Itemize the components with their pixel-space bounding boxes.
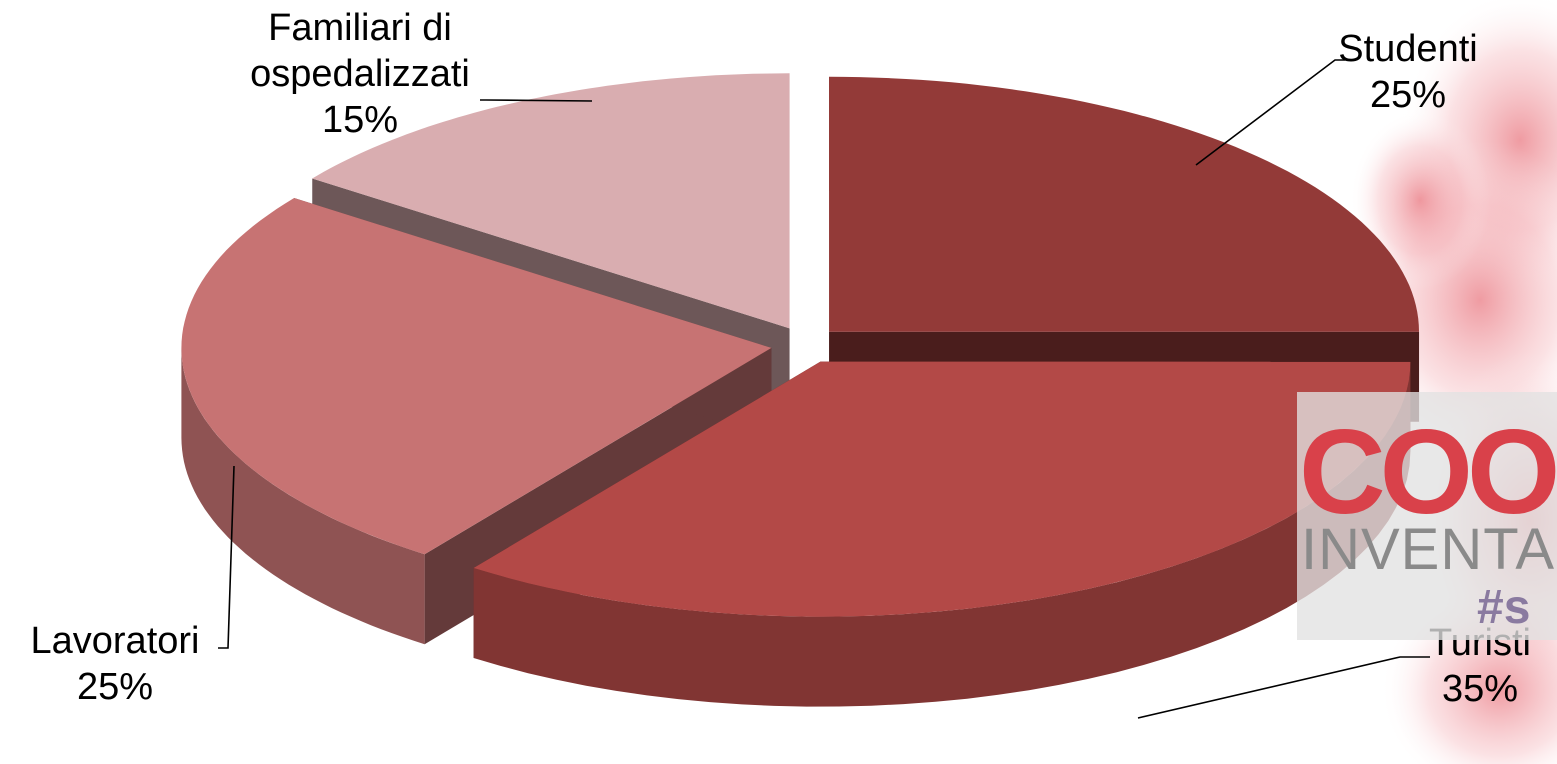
- slice-percent: 25%: [1369, 74, 1447, 116]
- pie-slice-turisti: [473, 361, 1411, 707]
- slice-name-line-2: ospedalizzati: [250, 53, 470, 95]
- watermark-mark: COO: [1299, 405, 1557, 539]
- leader-lines: [218, 59, 1430, 719]
- watermark-hash: #s: [1477, 581, 1531, 634]
- watermark-logo: COO INVENTA #s: [1297, 392, 1557, 640]
- slice-name: Lavoratori: [30, 620, 200, 662]
- slice-percent: 15%: [321, 99, 399, 141]
- slice-label-familiari: Familiari di ospedalizzati 15%: [230, 5, 490, 143]
- leader-turisti: [1137, 656, 1430, 719]
- slice-top-face: [312, 73, 790, 329]
- slice-name-line-1: Familiari di: [268, 7, 452, 49]
- slice-top-face: [181, 198, 772, 555]
- slice-top-face: [473, 361, 1411, 617]
- slice-outer-wall: [473, 361, 1411, 707]
- slice-top-face: [829, 76, 1419, 332]
- slice-name: Studenti: [1338, 28, 1478, 70]
- slice-percent: 25%: [76, 666, 154, 708]
- slice-label-studenti: Studenti 25%: [1313, 26, 1503, 118]
- leader-familiari: [480, 99, 593, 102]
- slice-percent: 35%: [1441, 668, 1519, 710]
- slice-outer-wall: [181, 347, 425, 645]
- leader-lavoratori: [218, 465, 235, 649]
- pie-slices: [181, 73, 1420, 707]
- slice-label-lavoratori: Lavoratori 25%: [0, 618, 230, 710]
- leader-studenti: [1195, 59, 1345, 166]
- watermark-word: INVENTA: [1301, 517, 1556, 582]
